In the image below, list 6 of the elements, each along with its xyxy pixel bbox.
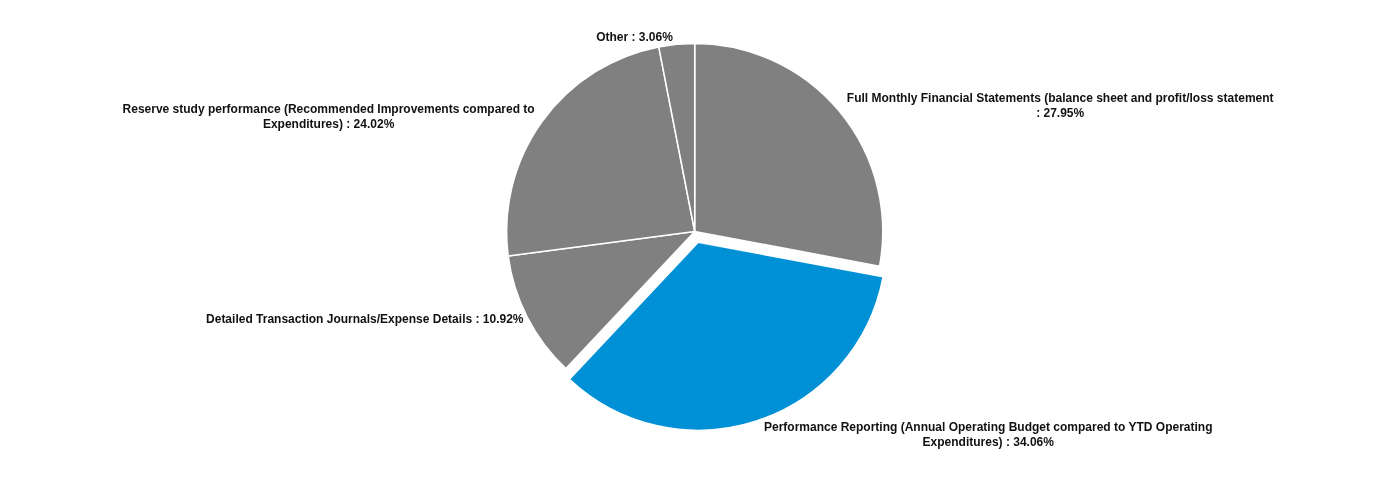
slice-label: Other : 3.06% [596,30,674,45]
slice-label: Reserve study performance (Recommended Improvements compared to Expenditures) : 24.02% [122,101,535,132]
slice-label: Detailed Transaction Journals/Expense Details : 10.92% [206,311,524,326]
data-label: : 27.95% [1036,106,1085,121]
slice-label: Performance Reporting (Annual Operating Budget compared to YTD Operating Expenditures) : 34.06% [763,419,1213,450]
slice-label: Full Monthly Financial Statements (balance sheet and profit/loss statement [846,90,1274,105]
